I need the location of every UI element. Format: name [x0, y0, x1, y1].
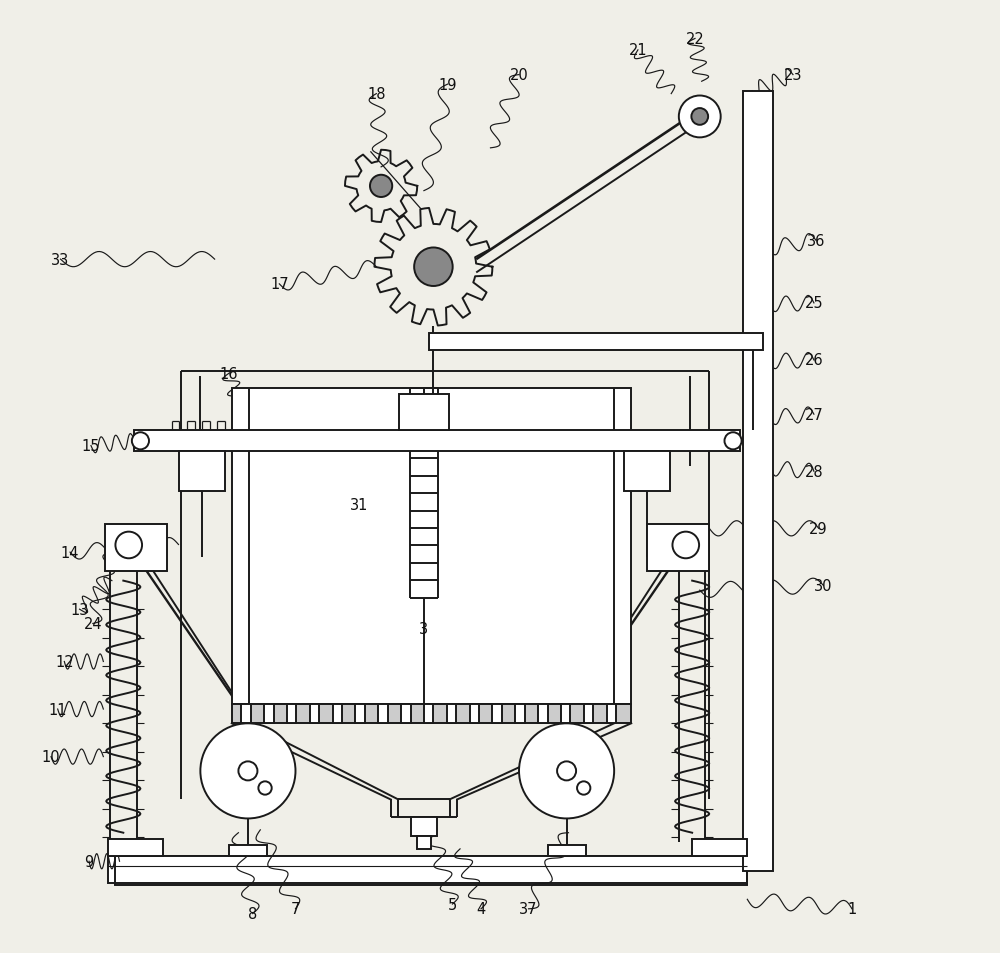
Text: 36: 36 [807, 233, 825, 249]
Bar [232, 389, 631, 704]
Bar [429, 334, 763, 351]
Circle shape [577, 781, 590, 795]
Text: 18: 18 [367, 87, 386, 102]
Bar [229, 845, 267, 857]
Text: 31: 31 [350, 497, 368, 513]
Circle shape [679, 96, 721, 138]
Text: 26: 26 [805, 353, 823, 368]
Bar [333, 704, 342, 723]
Text: 30: 30 [814, 578, 833, 594]
Circle shape [557, 761, 576, 781]
Circle shape [115, 532, 142, 558]
Bar [287, 704, 296, 723]
Bar [584, 704, 593, 723]
Bar [424, 704, 433, 723]
Circle shape [200, 723, 295, 819]
Text: 20: 20 [510, 68, 528, 83]
Bar [108, 840, 163, 857]
Text: 3: 3 [419, 621, 428, 636]
Text: 29: 29 [809, 521, 828, 537]
Text: 33: 33 [51, 253, 70, 268]
Bar [417, 836, 431, 849]
Bar [232, 704, 631, 723]
Text: 24: 24 [84, 617, 102, 631]
Bar [264, 704, 274, 723]
Bar [538, 704, 548, 723]
Text: 17: 17 [270, 277, 289, 292]
Circle shape [370, 175, 392, 198]
Text: 19: 19 [438, 77, 457, 92]
Bar [743, 91, 773, 871]
Text: 8: 8 [248, 906, 257, 922]
Bar [179, 452, 225, 492]
Text: 12: 12 [55, 655, 74, 669]
Circle shape [724, 433, 742, 450]
Text: 9: 9 [84, 854, 94, 869]
Text: 14: 14 [61, 545, 79, 560]
Bar [134, 431, 740, 452]
Bar [692, 840, 747, 857]
Text: 28: 28 [805, 464, 823, 479]
Text: 15: 15 [82, 438, 100, 454]
Text: 4: 4 [476, 902, 486, 917]
Text: 37: 37 [519, 902, 538, 917]
Text: 10: 10 [42, 749, 60, 764]
Bar [624, 452, 670, 492]
Text: 25: 25 [805, 296, 823, 311]
Circle shape [691, 109, 708, 126]
Bar [378, 704, 388, 723]
Bar [105, 524, 167, 572]
Bar [548, 845, 586, 857]
Text: 23: 23 [784, 68, 802, 83]
Bar [492, 704, 502, 723]
Bar [241, 704, 251, 723]
Bar [515, 704, 525, 723]
Bar [607, 704, 616, 723]
Circle shape [258, 781, 272, 795]
Circle shape [132, 433, 149, 450]
Circle shape [238, 761, 257, 781]
Bar [108, 857, 747, 883]
Circle shape [519, 723, 614, 819]
Text: 1: 1 [847, 902, 857, 917]
Bar [561, 704, 570, 723]
Text: 21: 21 [629, 43, 647, 58]
Bar [447, 704, 456, 723]
Bar [355, 704, 365, 723]
Text: 16: 16 [220, 366, 238, 381]
Bar [411, 817, 437, 836]
Text: 22: 22 [686, 31, 704, 47]
Bar [310, 704, 319, 723]
Text: 13: 13 [70, 602, 89, 617]
Circle shape [672, 532, 699, 558]
Bar [470, 704, 479, 723]
Text: 27: 27 [805, 407, 823, 422]
Bar [647, 524, 709, 572]
Text: 7: 7 [291, 902, 300, 917]
Bar [399, 395, 449, 431]
Text: 5: 5 [448, 897, 457, 912]
Text: 11: 11 [48, 701, 67, 717]
Circle shape [414, 248, 453, 287]
Bar [115, 857, 747, 885]
Bar [401, 704, 411, 723]
